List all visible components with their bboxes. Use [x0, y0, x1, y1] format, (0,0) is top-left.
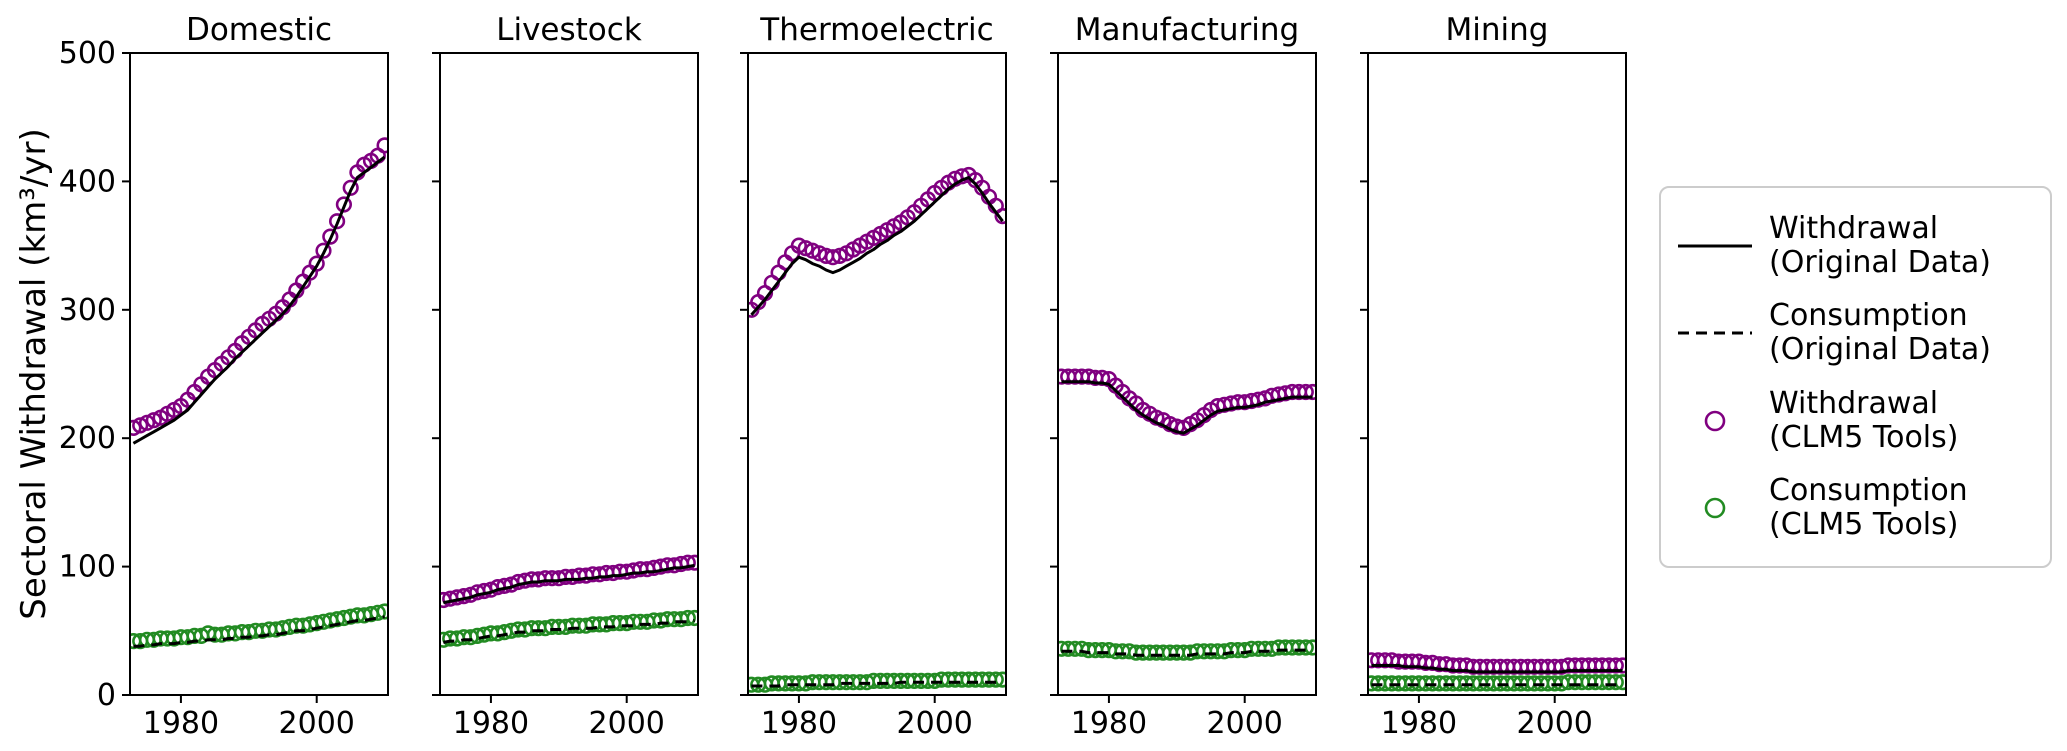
panel-border [439, 52, 699, 696]
series-open_circle [748, 166, 1006, 318]
y-tick-label: 0 [97, 678, 116, 713]
legend-label-line2: (CLM5 Tools) [1769, 507, 1959, 543]
panel-manufacturing: 1980 2000 Manufacturing [1050, 12, 1317, 741]
series-dashed_line [751, 680, 1003, 688]
legend-item-consumption-clm5: Consumption (CLM5 Tools) [1661, 474, 2050, 542]
panel-title: Manufacturing [1075, 12, 1299, 48]
green-circle-marker-icon [1661, 495, 1769, 521]
panel-title: Thermoelectric [759, 12, 993, 48]
y-tick-label: 300 [59, 293, 116, 328]
legend-label-line2: (Original Data) [1769, 332, 1991, 368]
legend-label: Withdrawal (Original Data) [1769, 210, 1991, 280]
solid-line-sample-icon [1661, 240, 1769, 252]
y-tick-label: 500 [59, 36, 116, 71]
legend: Withdrawal (Original Data) Consumption (… [1659, 186, 2052, 568]
legend-item-consumption-original: Consumption (Original Data) [1661, 299, 2050, 367]
panel-livestock: 1980 2000 Livestock [432, 12, 699, 741]
panel-border [747, 52, 1007, 696]
panel-series [1058, 368, 1316, 661]
x-tick-label: 2000 [897, 706, 973, 741]
panel-title: Domestic [186, 12, 332, 48]
x-tick-label: 1980 [1071, 706, 1147, 741]
series-dashed_line [443, 619, 695, 644]
series-open_circle [1368, 652, 1626, 675]
legend-label-line1: Withdrawal [1769, 210, 1939, 246]
panel-border [1057, 52, 1317, 696]
dashed-line-sample-icon [1661, 327, 1769, 339]
legend-label-line1: Consumption [1769, 473, 1968, 509]
panel-series [748, 166, 1006, 693]
series-solid_line [750, 176, 1004, 316]
legend-label: Consumption (Original Data) [1769, 299, 1991, 367]
series-open_circle [1368, 674, 1626, 692]
panel-mining: 1980 2000 Mining [1360, 12, 1627, 741]
panel-series [440, 554, 698, 648]
legend-label: Consumption (CLM5 Tools) [1769, 474, 1968, 542]
panel-series [1368, 652, 1626, 692]
purple-circle-marker-icon [1661, 408, 1769, 434]
legend-label-line2: (CLM5 Tools) [1769, 419, 1959, 455]
series-dashed_line [1061, 648, 1313, 657]
series-solid_line [132, 155, 386, 445]
x-tick-label: 2000 [589, 706, 665, 741]
series-solid_line [1371, 664, 1623, 674]
panel-thermoelectric: 1980 2000 Thermoelectric [740, 12, 1007, 741]
series-solid_line [443, 563, 695, 605]
x-tick-label: 1980 [453, 706, 529, 741]
panel-title: Mining [1446, 12, 1549, 48]
series-open_circle [1058, 368, 1316, 437]
legend-item-withdrawal-clm5: Withdrawal (CLM5 Tools) [1661, 385, 2050, 455]
series-open_circle [440, 554, 698, 609]
series-dashed_line [133, 615, 385, 648]
series-open_circle [1058, 639, 1316, 661]
y-tick-label: 100 [59, 550, 116, 585]
series-solid_line [1061, 380, 1313, 435]
x-tick-label: 1980 [761, 706, 837, 741]
series-open_circle [130, 603, 388, 650]
legend-label-line1: Withdrawal [1769, 385, 1939, 421]
y-tick-label: 200 [59, 421, 116, 456]
legend-item-withdrawal-original: Withdrawal (Original Data) [1661, 210, 2050, 280]
series-open_circle [130, 137, 388, 436]
x-tick-label: 2000 [279, 706, 355, 741]
legend-label-line2: (Original Data) [1769, 244, 1991, 280]
x-tick-label: 2000 [1517, 706, 1593, 741]
series-open_circle [440, 609, 698, 648]
x-tick-label: 1980 [143, 706, 219, 741]
panel-border [1367, 52, 1627, 696]
y-tick-label: 400 [59, 164, 116, 199]
x-tick-label: 2000 [1207, 706, 1283, 741]
legend-label-line1: Consumption [1769, 298, 1968, 334]
legend-label: Withdrawal (CLM5 Tools) [1769, 385, 1959, 455]
panel-series [130, 137, 388, 650]
panel-border [129, 52, 389, 696]
panel-title: Livestock [496, 12, 642, 48]
x-tick-label: 1980 [1381, 706, 1457, 741]
panel-domestic: 0 100 200 300 400 500 1980 2000 Domestic [59, 12, 389, 741]
